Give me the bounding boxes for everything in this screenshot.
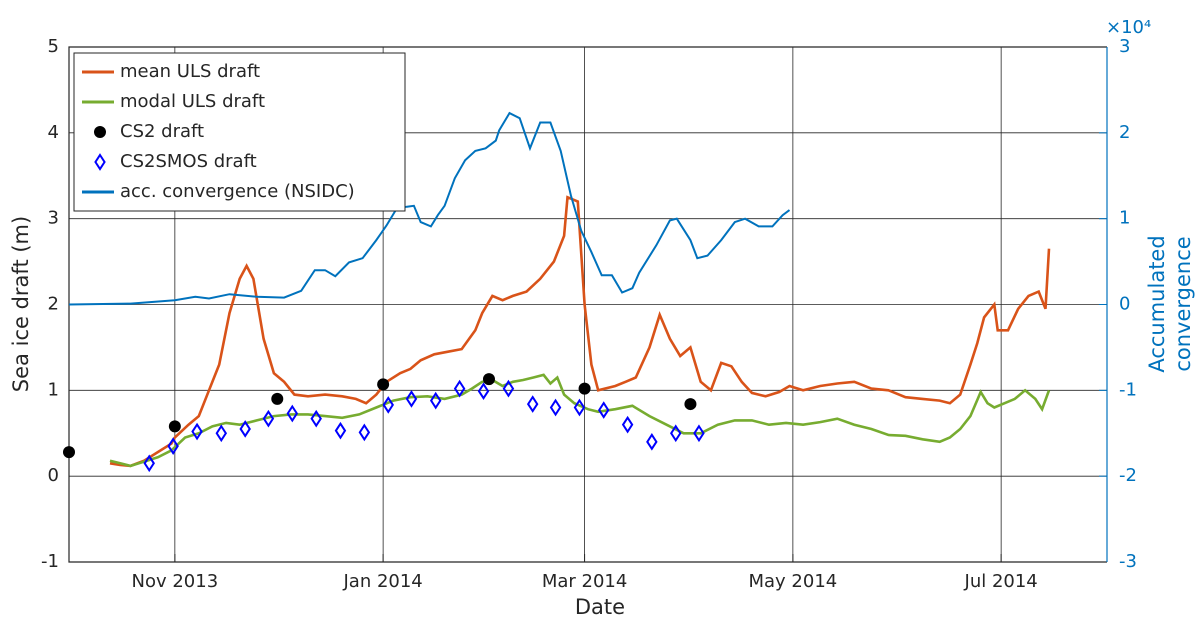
legend-label: mean ULS draft	[120, 61, 260, 82]
data-point	[684, 398, 697, 411]
data-point	[167, 437, 179, 455]
data-point	[693, 424, 705, 443]
legend-label: acc. convergence (NSIDC)	[120, 181, 355, 202]
data-point	[262, 409, 275, 428]
data-point	[670, 424, 682, 443]
data-point	[597, 401, 610, 419]
data-point	[215, 424, 228, 443]
y2-axis-label: convergence	[1171, 236, 1195, 371]
y2-tick-label: -3	[1119, 551, 1137, 572]
data-point	[578, 382, 591, 395]
x-tick-label: Nov 2013	[132, 571, 219, 592]
data-point	[377, 378, 390, 391]
data-point	[549, 398, 562, 417]
y2-axis-label: Accumulated	[1145, 235, 1169, 372]
data-point	[382, 396, 394, 414]
data-point	[239, 420, 251, 438]
y-tick-label: 5	[48, 36, 59, 57]
x-tick-label: Jan 2014	[342, 571, 422, 592]
data-point	[405, 390, 418, 408]
data-point	[334, 421, 347, 440]
data-point	[502, 379, 515, 398]
data-point	[646, 432, 658, 451]
data-point	[429, 391, 442, 410]
legend-label: CS2SMOS draft	[120, 151, 257, 172]
data-point	[310, 409, 322, 428]
data-point	[286, 404, 299, 423]
legend	[73, 52, 406, 212]
y2-tick-label: 0	[1119, 294, 1130, 315]
y2-tick-label: -1	[1119, 379, 1137, 400]
x-axis-label: Date	[575, 595, 625, 619]
x-tick-label: Mar 2014	[542, 571, 628, 592]
y-tick-label: 3	[48, 208, 59, 229]
data-line	[109, 195, 1051, 468]
data-point	[621, 415, 634, 434]
data-line	[109, 373, 1051, 468]
y2-tick-label: -2	[1119, 465, 1137, 486]
y-tick-label: 1	[48, 379, 59, 400]
x-tick-label: Jul 2014	[964, 571, 1038, 592]
data-point	[168, 420, 181, 433]
data-point	[191, 422, 203, 441]
legend-label: modal ULS draft	[120, 91, 265, 112]
y-tick-label: 0	[48, 465, 59, 486]
y-axis-label: Sea ice draft (m)	[9, 216, 33, 392]
data-point	[358, 423, 371, 442]
data-point	[482, 373, 495, 386]
legend-swatch	[94, 153, 106, 171]
data-line	[68, 111, 791, 306]
y2-tick-label: 1	[1119, 208, 1130, 229]
legend-swatch	[94, 126, 106, 138]
data-point	[526, 395, 539, 413]
data-point	[271, 392, 284, 405]
data-point	[143, 454, 155, 473]
y-tick-label: 2	[48, 294, 59, 315]
data-point	[63, 446, 75, 459]
y-tick-label: -1	[41, 551, 59, 572]
x-tick-label: May 2014	[748, 571, 837, 592]
y2-exponent: ×10⁴	[1106, 17, 1151, 38]
y2-tick-label: 3	[1119, 36, 1130, 57]
y-tick-label: 4	[48, 122, 59, 143]
data-point	[573, 398, 586, 417]
data-point	[453, 379, 466, 398]
legend-label: CS2 draft	[120, 121, 204, 142]
data-point	[477, 382, 490, 401]
y2-tick-label: 2	[1119, 122, 1130, 143]
